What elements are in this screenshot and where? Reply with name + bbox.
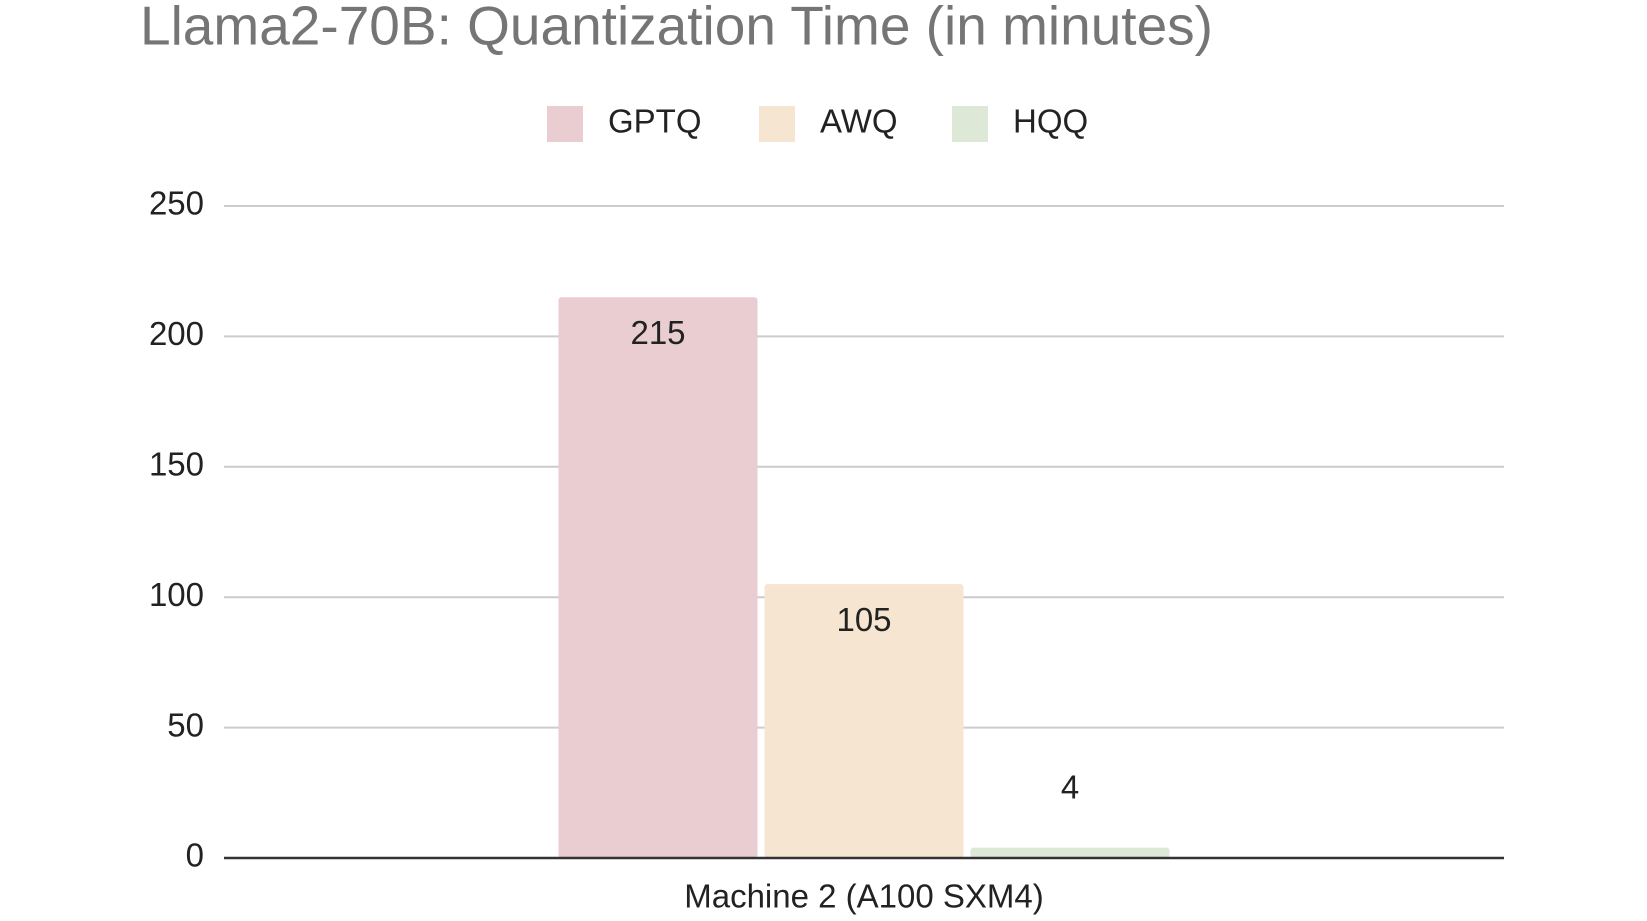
y-tick-label: 100 [149,576,204,613]
y-tick-label: 50 [167,706,204,743]
data-label: 105 [836,601,891,638]
bar [764,584,964,858]
legend-label: AWQ [820,103,898,140]
bar [970,847,1170,858]
y-tick-label: 0 [186,837,204,874]
data-label: 215 [630,314,685,351]
y-tick-label: 150 [149,446,204,483]
y-tick-label: 200 [149,315,204,352]
bar [558,297,758,858]
y-tick-label: 250 [149,185,204,222]
legend-swatch [952,106,988,142]
legend-label: HQQ [1013,103,1088,140]
legend-swatch [547,106,583,142]
chart-title: Llama2-70B: Quantization Time (in minute… [140,0,1213,57]
legend-swatch [759,106,795,142]
data-label: 4 [1061,768,1079,805]
legend-label: GPTQ [608,103,702,140]
x-tick-label: Machine 2 (A100 SXM4) [684,878,1044,915]
